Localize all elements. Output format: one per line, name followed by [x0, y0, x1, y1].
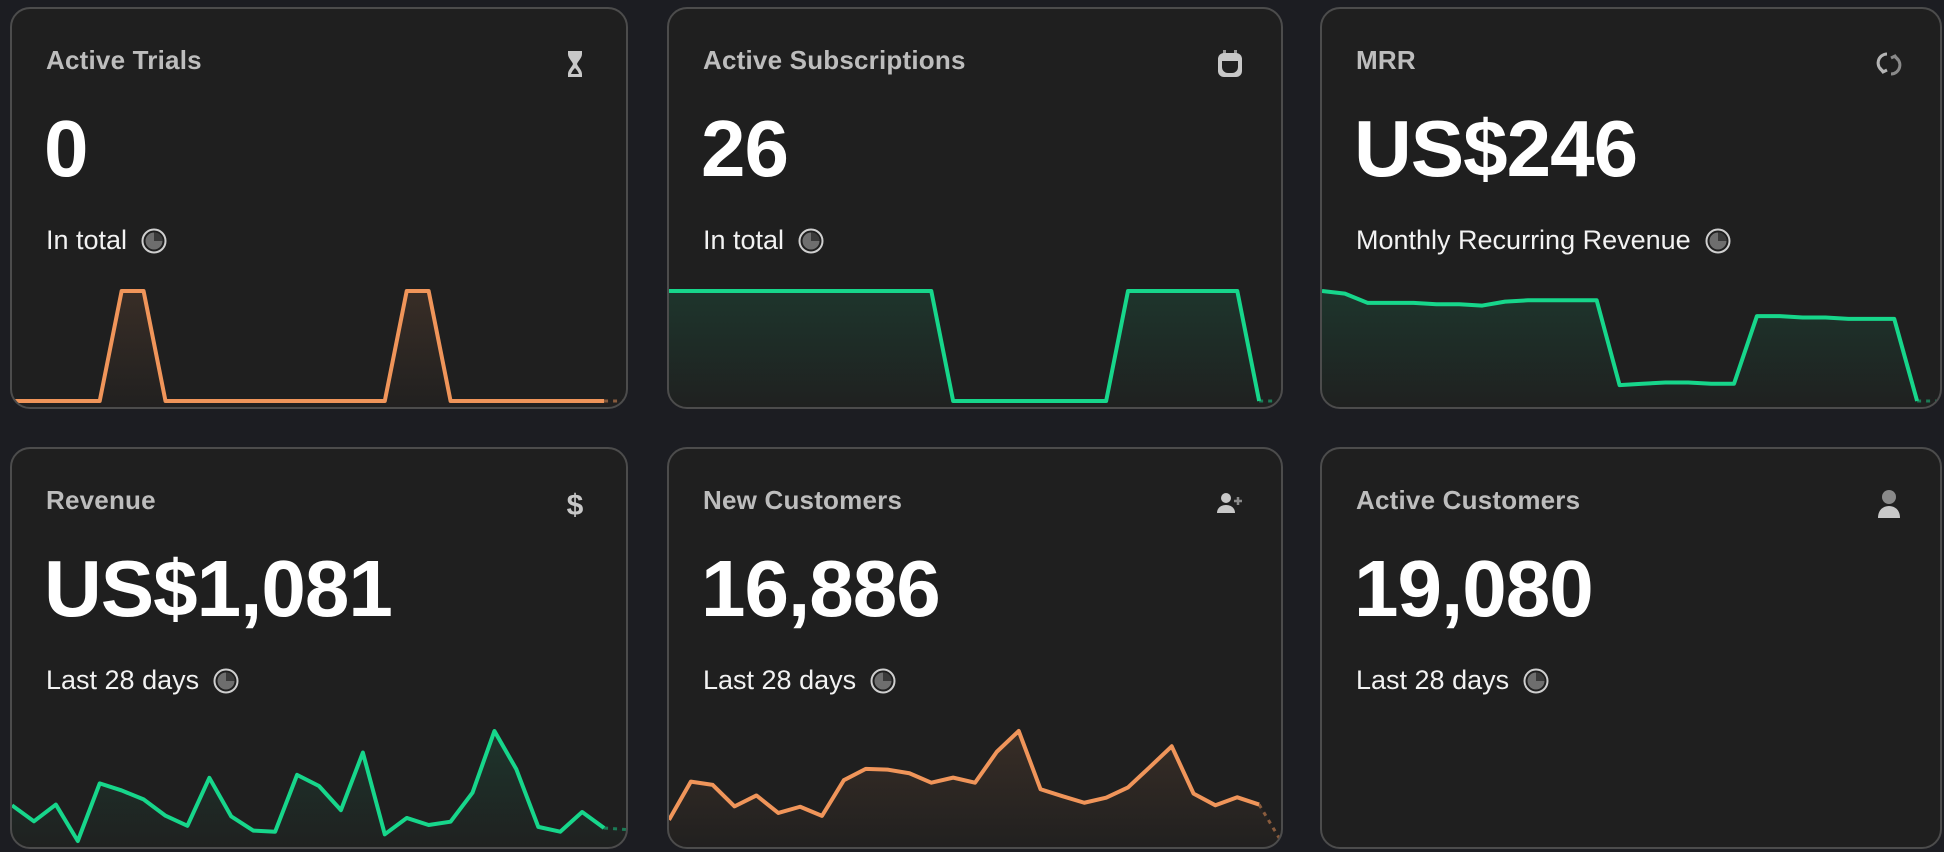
sparkline-line [669, 729, 1260, 821]
card-subtitle: In total [46, 225, 128, 255]
card-subtitle-row: Monthly Recurring Revenue [1356, 225, 1731, 256]
card-value: 26 [701, 104, 789, 193]
sparkline-line [1322, 289, 1920, 402]
metric-card-new-customers[interactable]: New Customers 16,886 Last 28 days [667, 447, 1283, 849]
sparkline-chart [669, 289, 1281, 407]
sparkline-area [669, 291, 1281, 407]
calendar-icon [1213, 47, 1247, 81]
sparkline-line [669, 289, 1262, 403]
user-plus-icon [1213, 487, 1247, 521]
sparkline-line [12, 729, 606, 843]
hourglass-icon [558, 47, 592, 81]
clock-icon[interactable] [1705, 228, 1731, 254]
clock-icon[interactable] [141, 228, 167, 254]
sparkline-line [12, 289, 605, 403]
card-value: 19,080 [1354, 544, 1594, 633]
card-title: Active Trials [46, 45, 202, 75]
card-title: Revenue [46, 485, 156, 515]
metric-card-active-customers[interactable]: Active Customers 19,080 Last 28 days [1320, 447, 1942, 849]
sparkline-dashed-segment [603, 826, 626, 831]
card-value: 0 [44, 104, 88, 193]
card-subtitle-row: In total [703, 225, 824, 256]
sparkline-area [12, 731, 626, 847]
metric-card-revenue[interactable]: Revenue $ US$1,081 Last 28 days [10, 447, 628, 849]
dollar-icon: $ [558, 487, 592, 522]
refresh-icon [1872, 47, 1906, 81]
card-subtitle: Monthly Recurring Revenue [1356, 225, 1691, 255]
sparkline-dashed-segment [1257, 803, 1281, 842]
clock-icon[interactable] [213, 668, 239, 694]
metric-card-active-trials[interactable]: Active Trials 0 In total [10, 7, 628, 409]
card-value: US$246 [1354, 104, 1638, 193]
card-subtitle: Last 28 days [46, 665, 200, 695]
metric-card-mrr[interactable]: MRR US$246 Monthly Recurring Revenue [1320, 7, 1942, 409]
sparkline-chart [1322, 289, 1940, 407]
card-subtitle: In total [703, 225, 785, 255]
card-title: Active Customers [1356, 485, 1581, 515]
user-icon [1872, 487, 1906, 521]
card-value: US$1,081 [44, 544, 393, 633]
card-subtitle: Last 28 days [1356, 665, 1510, 695]
card-title: MRR [1356, 45, 1416, 75]
card-subtitle: Last 28 days [703, 665, 857, 695]
clock-icon[interactable] [870, 668, 896, 694]
svg-text:$: $ [567, 489, 584, 521]
card-title: New Customers [703, 485, 903, 515]
clock-icon[interactable] [1523, 668, 1549, 694]
sparkline-area [669, 731, 1281, 847]
card-value: 16,886 [701, 544, 941, 633]
sparkline-area [1322, 291, 1940, 407]
sparkline-chart [12, 289, 626, 407]
card-subtitle-row: Last 28 days [1356, 665, 1549, 696]
card-subtitle-row: Last 28 days [703, 665, 896, 696]
card-subtitle-row: Last 28 days [46, 665, 239, 696]
metric-card-active-subscriptions[interactable]: Active Subscriptions 26 In total [667, 7, 1283, 409]
sparkline-chart [669, 729, 1281, 847]
sparkline-chart [12, 729, 626, 847]
card-subtitle-row: In total [46, 225, 167, 256]
sparkline-area [12, 291, 626, 407]
clock-icon[interactable] [798, 228, 824, 254]
card-title: Active Subscriptions [703, 45, 966, 75]
